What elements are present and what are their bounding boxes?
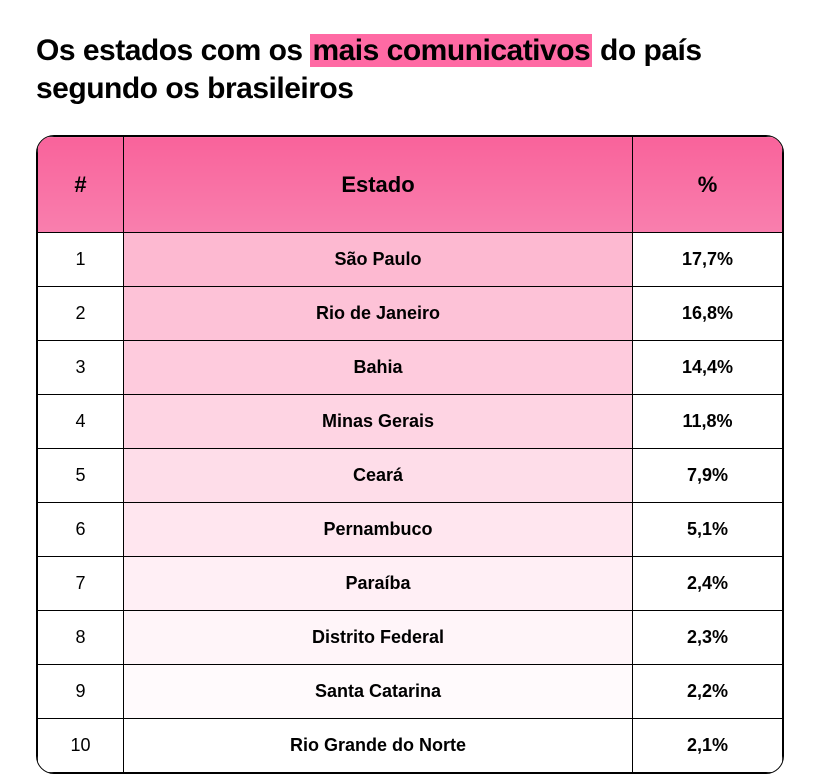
cell-pct: 5,1% <box>633 503 783 557</box>
cell-rank: 7 <box>38 557 124 611</box>
cell-rank: 4 <box>38 395 124 449</box>
table-row: 9Santa Catarina2,2% <box>38 665 783 719</box>
cell-pct: 16,8% <box>633 287 783 341</box>
table-row: 2Rio de Janeiro16,8% <box>38 287 783 341</box>
cell-rank: 3 <box>38 341 124 395</box>
title-pre: Os estados com os <box>36 34 310 67</box>
cell-rank: 1 <box>38 233 124 287</box>
cell-state: Rio Grande do Norte <box>124 719 633 773</box>
table-row: 6Pernambuco5,1% <box>38 503 783 557</box>
page-title: Os estados com os mais comunicativos do … <box>36 32 784 107</box>
cell-state: Distrito Federal <box>124 611 633 665</box>
cell-state: Rio de Janeiro <box>124 287 633 341</box>
table-header: # Estado % <box>38 137 783 233</box>
cell-state: Minas Gerais <box>124 395 633 449</box>
table-row: 10Rio Grande do Norte2,1% <box>38 719 783 773</box>
title-highlight: mais comunicativos <box>310 34 592 67</box>
cell-state: Paraíba <box>124 557 633 611</box>
cell-pct: 17,7% <box>633 233 783 287</box>
cell-pct: 14,4% <box>633 341 783 395</box>
table-row: 1São Paulo17,7% <box>38 233 783 287</box>
cell-rank: 5 <box>38 449 124 503</box>
table-row: 7Paraíba2,4% <box>38 557 783 611</box>
cell-rank: 2 <box>38 287 124 341</box>
cell-pct: 11,8% <box>633 395 783 449</box>
cell-pct: 7,9% <box>633 449 783 503</box>
ranking-table: # Estado % 1São Paulo17,7%2Rio de Janeir… <box>37 136 783 773</box>
cell-pct: 2,4% <box>633 557 783 611</box>
cell-pct: 2,3% <box>633 611 783 665</box>
table-row: 3Bahia14,4% <box>38 341 783 395</box>
cell-state: Santa Catarina <box>124 665 633 719</box>
table-row: 5Ceará7,9% <box>38 449 783 503</box>
cell-rank: 10 <box>38 719 124 773</box>
col-header-pct: % <box>633 137 783 233</box>
cell-state: Ceará <box>124 449 633 503</box>
cell-state: São Paulo <box>124 233 633 287</box>
cell-rank: 9 <box>38 665 124 719</box>
cell-rank: 8 <box>38 611 124 665</box>
table-row: 4Minas Gerais11,8% <box>38 395 783 449</box>
cell-pct: 2,1% <box>633 719 783 773</box>
table-row: 8Distrito Federal2,3% <box>38 611 783 665</box>
infographic-card: Os estados com os mais comunicativos do … <box>0 0 820 776</box>
col-header-rank: # <box>38 137 124 233</box>
cell-rank: 6 <box>38 503 124 557</box>
cell-pct: 2,2% <box>633 665 783 719</box>
cell-state: Bahia <box>124 341 633 395</box>
col-header-state: Estado <box>124 137 633 233</box>
table-body: 1São Paulo17,7%2Rio de Janeiro16,8%3Bahi… <box>38 233 783 773</box>
cell-state: Pernambuco <box>124 503 633 557</box>
table-container: # Estado % 1São Paulo17,7%2Rio de Janeir… <box>36 135 784 774</box>
